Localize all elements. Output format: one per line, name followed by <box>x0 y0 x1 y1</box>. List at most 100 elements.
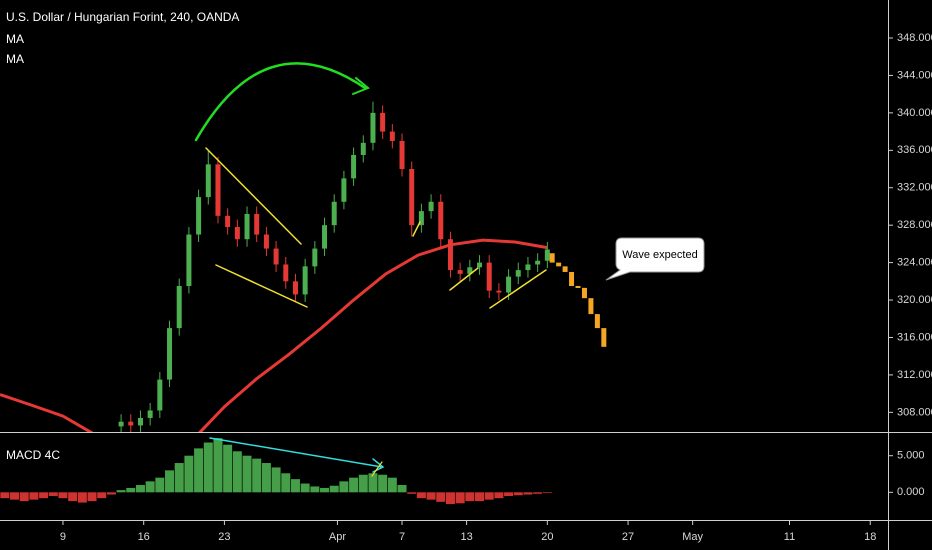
indicator-label: MA <box>6 52 24 66</box>
histogram-bar <box>126 487 136 493</box>
histogram-bar <box>39 492 49 499</box>
y-tick-label: 340.000 <box>897 107 932 119</box>
candle-body <box>186 234 192 287</box>
x-tick-label: 7 <box>399 531 405 543</box>
yellow-trendline <box>412 221 421 237</box>
candle-body <box>176 286 182 329</box>
y-tick-label: 0.000 <box>897 486 925 498</box>
yellow-trendline <box>449 267 479 291</box>
candle-body <box>477 262 483 268</box>
candle-body <box>380 112 386 132</box>
y-tick-label: 320.000 <box>897 294 932 306</box>
candle-body <box>157 379 163 411</box>
histogram-bar <box>116 490 126 493</box>
candle-body <box>273 248 279 265</box>
histogram-bar <box>358 474 368 493</box>
histogram-bar <box>0 492 10 499</box>
candle-body <box>302 266 308 295</box>
candle-body <box>167 328 173 380</box>
y-tick-label: 332.000 <box>897 182 932 194</box>
histogram-bar <box>194 448 204 493</box>
candle-body <box>283 264 289 282</box>
candle-body <box>389 131 395 141</box>
histogram-bar <box>223 444 233 493</box>
histogram-bar <box>513 492 523 496</box>
candle-body <box>292 281 298 295</box>
candle-body <box>196 197 202 235</box>
x-tick-label: 11 <box>784 531 795 543</box>
candle-body <box>263 234 269 249</box>
candle-body <box>535 260 541 265</box>
histogram-bar <box>349 477 359 493</box>
forecast-bar <box>569 271 575 287</box>
candle-body <box>370 112 376 143</box>
histogram-bar <box>416 492 426 499</box>
candle-body <box>544 249 550 261</box>
histogram-bar <box>290 479 300 493</box>
yellow-trendline <box>489 269 547 309</box>
candle-body <box>457 270 463 274</box>
x-tick-label: Apr <box>329 531 346 543</box>
forecast-bar <box>549 253 555 263</box>
histogram-bar <box>397 484 407 493</box>
candle-body <box>515 270 521 277</box>
callout: Wave expected <box>605 237 705 281</box>
axes: 308.000 312.000 316.000 320.000 324.000 328.0… <box>60 32 932 543</box>
y-tick-label: 324.000 <box>897 257 932 269</box>
moving-average <box>0 238 548 432</box>
histogram-bar <box>10 492 20 500</box>
candle-body <box>399 140 405 170</box>
histogram-bar <box>145 481 155 493</box>
candle-body <box>438 201 444 240</box>
histogram-bar <box>320 487 330 493</box>
x-tick-label: 18 <box>864 531 876 543</box>
histogram-bar <box>339 481 349 493</box>
green-arrowhead <box>352 77 370 95</box>
candle-body <box>486 262 492 291</box>
histogram-bar <box>184 455 194 493</box>
forecast-bar <box>556 262 562 267</box>
candle-body <box>234 227 240 240</box>
histogram-bar <box>475 492 485 502</box>
candle-body <box>341 178 347 202</box>
histogram-bar <box>174 463 184 493</box>
histogram-bar <box>504 492 514 496</box>
histogram-bar <box>542 492 552 494</box>
histogram-bar <box>261 463 271 493</box>
candle-body <box>225 215 231 228</box>
x-tick-label: 20 <box>541 531 553 543</box>
y-tick-label: 348.000 <box>897 32 932 44</box>
histogram-bar <box>213 438 223 493</box>
y-tick-label: 344.000 <box>897 69 932 81</box>
histogram-bar <box>252 458 262 493</box>
candle-body <box>137 417 143 426</box>
histogram-bar <box>436 492 446 502</box>
candle-body <box>360 142 366 155</box>
histogram-bar <box>426 492 436 500</box>
candle-body <box>506 276 512 293</box>
candle-body <box>496 290 502 293</box>
macd-pane <box>0 438 552 505</box>
histogram-bar <box>97 492 107 499</box>
histogram-bar <box>445 492 455 505</box>
indicator-label: MA <box>6 32 24 46</box>
y-tick-label: 5.000 <box>897 450 925 462</box>
forecast-bar <box>575 286 581 289</box>
histogram-bar <box>77 492 87 503</box>
candle-body <box>244 213 250 240</box>
forecast-bar <box>594 314 600 329</box>
y-tick-label: 336.000 <box>897 144 932 156</box>
drawings <box>194 62 547 477</box>
candle-body <box>428 201 434 212</box>
histogram-bar <box>29 492 39 500</box>
y-tick-label: 328.000 <box>897 219 932 231</box>
candle-body <box>409 169 415 226</box>
candle-body <box>118 421 124 427</box>
price-pane <box>0 101 607 432</box>
histogram-bar <box>19 492 29 502</box>
cyan-trendline <box>209 437 383 468</box>
candle-body <box>525 264 531 271</box>
histogram-bar <box>155 477 165 493</box>
